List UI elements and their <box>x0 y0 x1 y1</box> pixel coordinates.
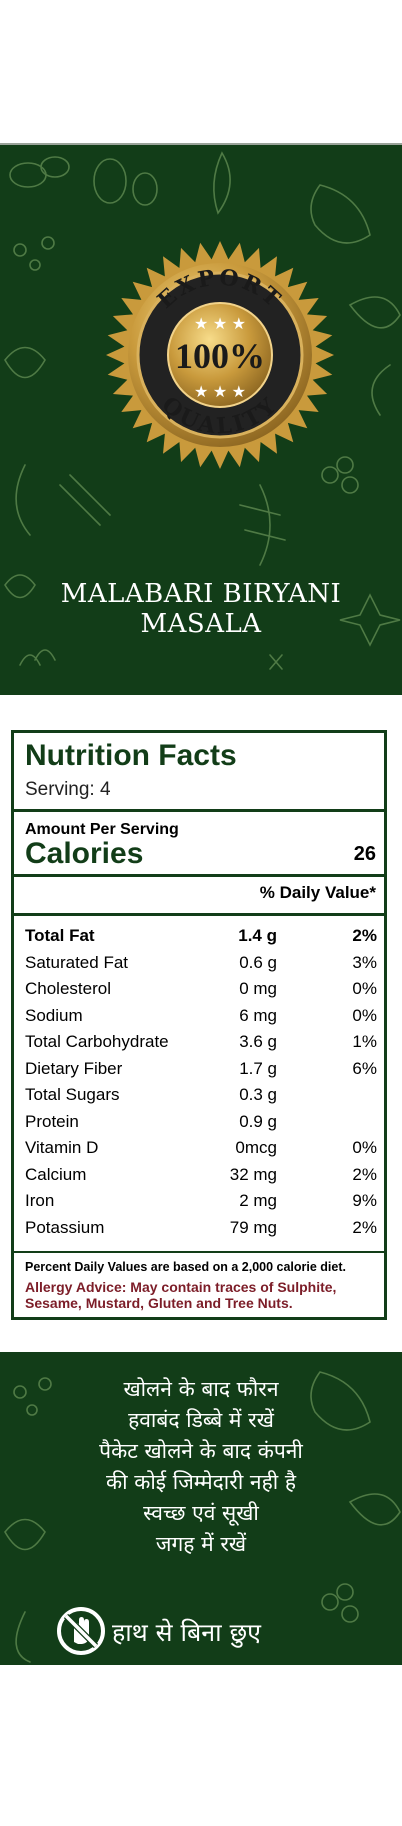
nutrient-row: Iron 2 mg 9% <box>25 1188 377 1215</box>
nutrient-name: Saturated Fat <box>25 952 129 972</box>
instruction-line: स्वच्छ एवं सूखी <box>143 1501 259 1525</box>
daily-value-header: % Daily Value* <box>259 883 376 902</box>
serving-size: Serving: 4 <box>25 779 111 800</box>
no-hands-icon <box>57 1607 105 1655</box>
instruction-line: हवाबंद डिब्बे में रखें <box>128 1408 274 1432</box>
seal-graphic: EXPORT QUALITY 100% ★ ★ ★ ★ ★ ★ <box>106 241 334 469</box>
nutrient-name: Protein <box>25 1111 79 1131</box>
nutrient-name: Potassium <box>25 1217 105 1237</box>
nutrient-row: Sodium 6 mg 0% <box>25 1003 377 1030</box>
nutrient-row: Protein 0.9 g <box>25 1109 377 1136</box>
seal-center-text: 100% <box>175 336 265 376</box>
nutrient-row: Total Carbohydrate 3.6 g 1% <box>25 1029 377 1056</box>
divider <box>14 809 384 812</box>
nutrient-amount: 0mcg <box>235 1138 277 1157</box>
nutrient-name: Total Fat <box>25 926 95 945</box>
product-name-line1: MALABARI BIRYANI <box>60 579 342 609</box>
nutrient-daily-value: 6% <box>352 1058 377 1078</box>
nutrient-daily-value: 0% <box>352 1138 377 1157</box>
nutrient-amount: 2 mg <box>239 1191 277 1210</box>
no-hands-text: हाथ से बिना छुए <box>112 1618 261 1647</box>
nutrient-name: Calcium <box>25 1164 87 1184</box>
nutrient-name: Dietary Fiber <box>25 1058 123 1078</box>
nutrition-title: Nutrition Facts <box>25 739 237 772</box>
product-name: MALABARI BIRYANI MASALA <box>0 579 402 639</box>
allergy-advice: Allergy Advice: May contain traces of Su… <box>25 1279 337 1311</box>
divider <box>14 874 384 877</box>
product-header-panel: EXPORT QUALITY 100% ★ ★ ★ ★ ★ ★ MALABARI… <box>0 143 402 695</box>
nutrient-name: Total Carbohydrate <box>25 1032 169 1051</box>
product-name-line2: MASALA <box>140 609 262 639</box>
nutrient-daily-value: 0% <box>352 1005 377 1025</box>
nutrient-daily-value: 2% <box>352 1164 377 1184</box>
storage-instructions-panel: खोलने के बाद फौरन हवाबंद डिब्बे में रखें… <box>0 1352 402 1665</box>
nutrient-row: Vitamin D 0mcg 0% <box>25 1135 377 1162</box>
nutrient-table: Total Fat 1.4 g 2% Saturated Fat 0.6 g 3% Chol… <box>25 923 377 1241</box>
instruction-line: खोलने के बाद फौरन <box>123 1377 279 1401</box>
nutrient-daily-value: 2% <box>352 926 377 945</box>
instruction-line: पैकेट खोलने के बाद कंपनी <box>99 1439 303 1463</box>
nutrient-amount: 32 mg <box>229 1164 277 1184</box>
svg-text:★ ★ ★: ★ ★ ★ <box>194 384 246 401</box>
nutrient-row: Dietary Fiber 1.7 g 6% <box>25 1056 377 1083</box>
nutrient-daily-value: 3% <box>352 952 377 972</box>
nutrient-amount: 0 mg <box>239 979 277 998</box>
nutrient-row: Saturated Fat 0.6 g 3% <box>25 950 377 977</box>
nutrient-amount: 0.6 g <box>239 952 277 972</box>
instruction-line: जगह में रखें <box>155 1532 247 1556</box>
divider <box>14 913 384 916</box>
daily-value-footnote: Percent Daily Values are based on a 2,00… <box>25 1260 346 1274</box>
nutrient-name: Sodium <box>25 1005 83 1025</box>
nutrient-daily-value: 0% <box>352 979 377 998</box>
nutrient-name: Cholesterol <box>25 979 111 998</box>
storage-instructions: खोलने के बाद फौरन हवाबंद डिब्बे में रखें… <box>0 1374 402 1560</box>
nutrient-amount: 0.9 g <box>239 1111 277 1131</box>
nutrient-row: Total Fat 1.4 g 2% <box>25 923 377 950</box>
instruction-line: की कोई जिम्मेदारी नही है <box>105 1470 297 1494</box>
nutrient-name: Iron <box>25 1191 55 1210</box>
nutrition-facts-panel: Nutrition Facts Serving: 4 Amount Per Se… <box>11 730 387 1320</box>
nutrient-amount: 0.3 g <box>239 1085 277 1104</box>
nutrient-amount: 1.4 g <box>238 926 277 945</box>
nutrient-row: Calcium 32 mg 2% <box>25 1162 377 1189</box>
nutrient-row: Cholesterol 0 mg 0% <box>25 976 377 1003</box>
nutrient-daily-value: 1% <box>352 1032 377 1051</box>
nutrient-name: Vitamin D <box>25 1138 99 1157</box>
nutrient-daily-value: 9% <box>352 1191 377 1210</box>
untouched-by-hand-mark: हाथ से बिना छुए <box>56 1606 346 1656</box>
nutrient-row: Potassium 79 mg 2% <box>25 1215 377 1242</box>
nutrient-row: Total Sugars 0.3 g <box>25 1082 377 1109</box>
svg-text:★ ★ ★: ★ ★ ★ <box>194 316 246 333</box>
nutrient-amount: 6 mg <box>239 1005 277 1025</box>
calories-label: Calories <box>25 837 144 870</box>
nutrient-amount: 1.7 g <box>239 1058 277 1078</box>
nutrient-daily-value: 2% <box>352 1217 377 1237</box>
nutrient-amount: 79 mg <box>229 1217 277 1237</box>
nutrient-amount: 3.6 g <box>239 1032 277 1051</box>
divider <box>14 1251 384 1253</box>
calories-value: 26 <box>353 843 376 865</box>
star-icon: ★ ★ ★ ★ ★ ★ <box>194 316 246 401</box>
quality-seal: EXPORT QUALITY 100% ★ ★ ★ ★ ★ ★ <box>102 237 338 473</box>
nutrient-name: Total Sugars <box>25 1085 120 1104</box>
amount-per-serving: Amount Per Serving <box>25 821 179 838</box>
